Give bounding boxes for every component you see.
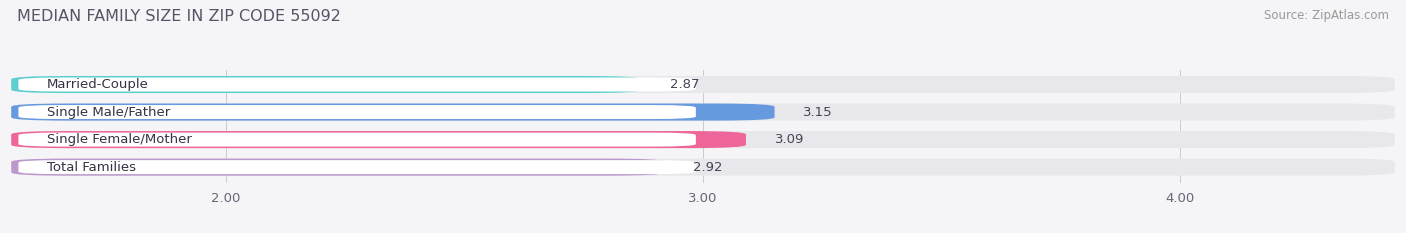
FancyBboxPatch shape xyxy=(11,159,1395,176)
FancyBboxPatch shape xyxy=(11,76,641,93)
FancyBboxPatch shape xyxy=(18,160,696,174)
Text: Single Male/Father: Single Male/Father xyxy=(46,106,170,119)
Text: MEDIAN FAMILY SIZE IN ZIP CODE 55092: MEDIAN FAMILY SIZE IN ZIP CODE 55092 xyxy=(17,9,340,24)
FancyBboxPatch shape xyxy=(11,131,747,148)
Text: Single Female/Mother: Single Female/Mother xyxy=(46,133,191,146)
Text: Married-Couple: Married-Couple xyxy=(46,78,149,91)
Text: 3.09: 3.09 xyxy=(775,133,804,146)
FancyBboxPatch shape xyxy=(18,133,696,147)
FancyBboxPatch shape xyxy=(18,105,696,119)
Text: 2.92: 2.92 xyxy=(693,161,723,174)
Text: 2.87: 2.87 xyxy=(669,78,699,91)
FancyBboxPatch shape xyxy=(11,103,775,121)
Text: Source: ZipAtlas.com: Source: ZipAtlas.com xyxy=(1264,9,1389,22)
FancyBboxPatch shape xyxy=(11,103,1395,121)
FancyBboxPatch shape xyxy=(11,76,1395,93)
FancyBboxPatch shape xyxy=(18,78,696,92)
FancyBboxPatch shape xyxy=(11,131,1395,148)
Text: 3.15: 3.15 xyxy=(803,106,832,119)
Text: Total Families: Total Families xyxy=(46,161,136,174)
FancyBboxPatch shape xyxy=(11,159,665,176)
